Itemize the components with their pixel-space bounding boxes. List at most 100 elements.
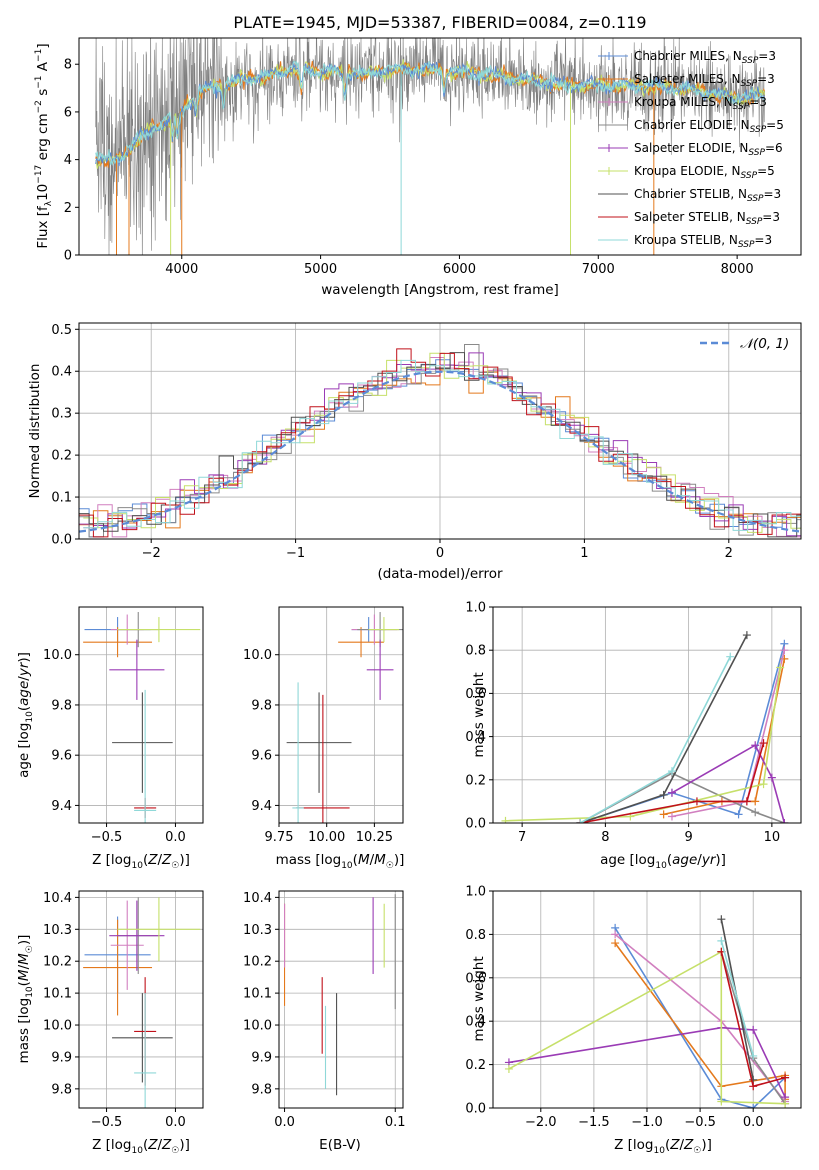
weight-vs-age-panel: 7 8 9 10 0.0 0.2 0.4 0.6 0.8 1.0: [465, 601, 802, 845]
y-tick-label: 0.2: [51, 449, 72, 464]
residuals-ylabel: Normed distribution: [27, 364, 43, 499]
weight-marker: [767, 773, 776, 782]
normal-curve: [79, 370, 801, 533]
y-tick-label: 0.4: [465, 1015, 486, 1030]
plot-area: [501, 631, 789, 823]
y-tick-label: 10.0: [243, 648, 272, 663]
weight-marker: [504, 1064, 513, 1073]
x-tick-label: 5000: [304, 262, 337, 277]
weight-line: [671, 744, 786, 823]
weight-marker: [751, 741, 760, 750]
weight-vs-z-panel: −2.0 −1.5 −1.0 −0.5 0.0 0.0 0.2 0.4 0.6 0.8 1.0: [465, 885, 802, 1130]
y-tick-label: 10.0: [43, 1019, 72, 1034]
y-tick-label: 10.2: [43, 955, 72, 970]
legend-label: Salpeter MILES, NSSP=3: [634, 72, 775, 89]
y-tick-label: 0.2: [465, 1058, 486, 1073]
y-tick-label: 0.0: [51, 533, 72, 548]
mass-vs-z-panel: −0.5 0.0 9.8 9.9 10.0 10.1 10.2 10.3 10.4: [43, 890, 204, 1130]
weight-marker: [751, 808, 760, 817]
spectrum-ylabel: Flux [fλ10−17 erg cm−2 s−1 A−1]: [34, 43, 54, 248]
y-tick-label: 9.9: [251, 1050, 272, 1065]
y-tick-label: 9.8: [251, 698, 272, 713]
weight-marker: [717, 915, 726, 924]
weight-marker: [659, 790, 668, 799]
y-tick-label: 10.1: [43, 987, 72, 1002]
y-tick-label: 9.9: [51, 1050, 72, 1065]
mass-vs-z-xlabel: Z [log10(Z/Z☉)]: [92, 1137, 190, 1156]
plot-area: [83, 612, 201, 823]
weight-marker: [759, 780, 768, 789]
y-tick-label: 8: [64, 58, 72, 73]
residual-histogram: [79, 352, 801, 538]
weight-line: [505, 667, 781, 822]
x-tick-label: −2: [142, 546, 161, 561]
y-tick-label: 9.4: [51, 799, 72, 814]
x-tick-label: 1: [580, 546, 588, 561]
weight-marker: [749, 1051, 758, 1060]
weight-marker: [611, 930, 620, 939]
y-tick-label: 0.0: [465, 817, 486, 832]
y-tick-label: 9.8: [251, 1082, 272, 1097]
weight-marker: [611, 939, 620, 948]
age-vs-mass-panel: 9.75 10.00 10.25 9.4 9.6 9.8 10.0: [243, 606, 404, 845]
y-tick-label: 10.4: [243, 891, 272, 906]
normal-legend-label: 𝒩(0, 1): [740, 336, 789, 352]
y-tick-label: 10.0: [243, 1019, 272, 1034]
weight-line: [720, 940, 754, 1057]
axes-decor: 0.0 0.1 9.8 9.9 10.0 10.1 10.2 10.3 10.4: [243, 890, 406, 1130]
weight-marker: [667, 767, 676, 776]
weight-marker: [749, 1104, 758, 1108]
y-tick-label: 0.8: [465, 644, 486, 659]
x-tick-label: 8: [601, 830, 609, 845]
residual-histogram: [79, 359, 801, 538]
axes-frame: [78, 890, 204, 1109]
plot-area: [79, 344, 801, 538]
weight-marker: [742, 631, 751, 640]
plot-area: [95, 38, 766, 255]
x-tick-label: −1: [286, 546, 305, 561]
weight-vs-age-ylabel: mass weight: [471, 672, 487, 757]
x-tick-label: 10.00: [308, 830, 345, 845]
x-tick-label: 0: [436, 546, 444, 561]
y-tick-label: 0.8: [465, 928, 486, 943]
weight-marker: [742, 797, 751, 806]
plot-area: [504, 915, 790, 1108]
y-tick-label: 0.1: [51, 491, 72, 506]
weight-line: [580, 643, 786, 823]
y-tick-label: 6: [64, 105, 72, 120]
weight-marker: [667, 788, 676, 797]
weight-marker: [780, 819, 789, 823]
y-tick-label: 4: [64, 153, 72, 168]
x-tick-label: 9: [684, 830, 692, 845]
x-tick-label: 2: [725, 546, 733, 561]
y-tick-label: 1.0: [465, 885, 486, 900]
weight-marker: [781, 1099, 790, 1108]
x-tick-label: 0.0: [274, 1115, 295, 1130]
x-tick-label: −0.5: [91, 830, 123, 845]
x-tick-label: 7: [518, 830, 526, 845]
axes-decor: −0.5 0.0 9.8 9.9 10.0 10.1 10.2 10.3 10.4: [43, 890, 204, 1130]
legend-marker: [605, 52, 613, 60]
weight-vs-z-ylabel: mass weight: [471, 956, 487, 1041]
age-vs-z-xlabel: Z [log10(Z/Z☉)]: [92, 852, 190, 871]
y-tick-label: 9.4: [251, 799, 272, 814]
weight-marker: [576, 819, 585, 823]
weight-marker: [776, 663, 785, 672]
y-tick-label: 1.0: [465, 601, 486, 616]
axes-decor: 4000 5000 6000 7000 8000 0 2 4 6 8: [64, 37, 802, 277]
weight-marker: [501, 816, 510, 823]
axes-decor: 7 8 9 10 0.0 0.2 0.4 0.6 0.8 1.0: [465, 601, 802, 845]
y-tick-label: 0.5: [51, 323, 72, 338]
plot-area: [286, 612, 403, 823]
legend-marker: [605, 167, 613, 175]
axes-frame: [278, 606, 404, 824]
weight-marker: [692, 797, 701, 806]
legend-marker: [605, 75, 613, 83]
weight-line: [508, 1026, 786, 1098]
grid: [493, 606, 801, 824]
y-tick-label: 9.6: [51, 749, 72, 764]
y-tick-label: 10.4: [43, 891, 72, 906]
axes-decor: −2 −1 0 1 2 0.0 0.1 0.2 0.3 0.4 0.5: [51, 322, 802, 561]
axes-decor: −0.5 0.0 9.4 9.6 9.8 10.0: [43, 606, 204, 845]
axes-frame: [78, 37, 802, 256]
